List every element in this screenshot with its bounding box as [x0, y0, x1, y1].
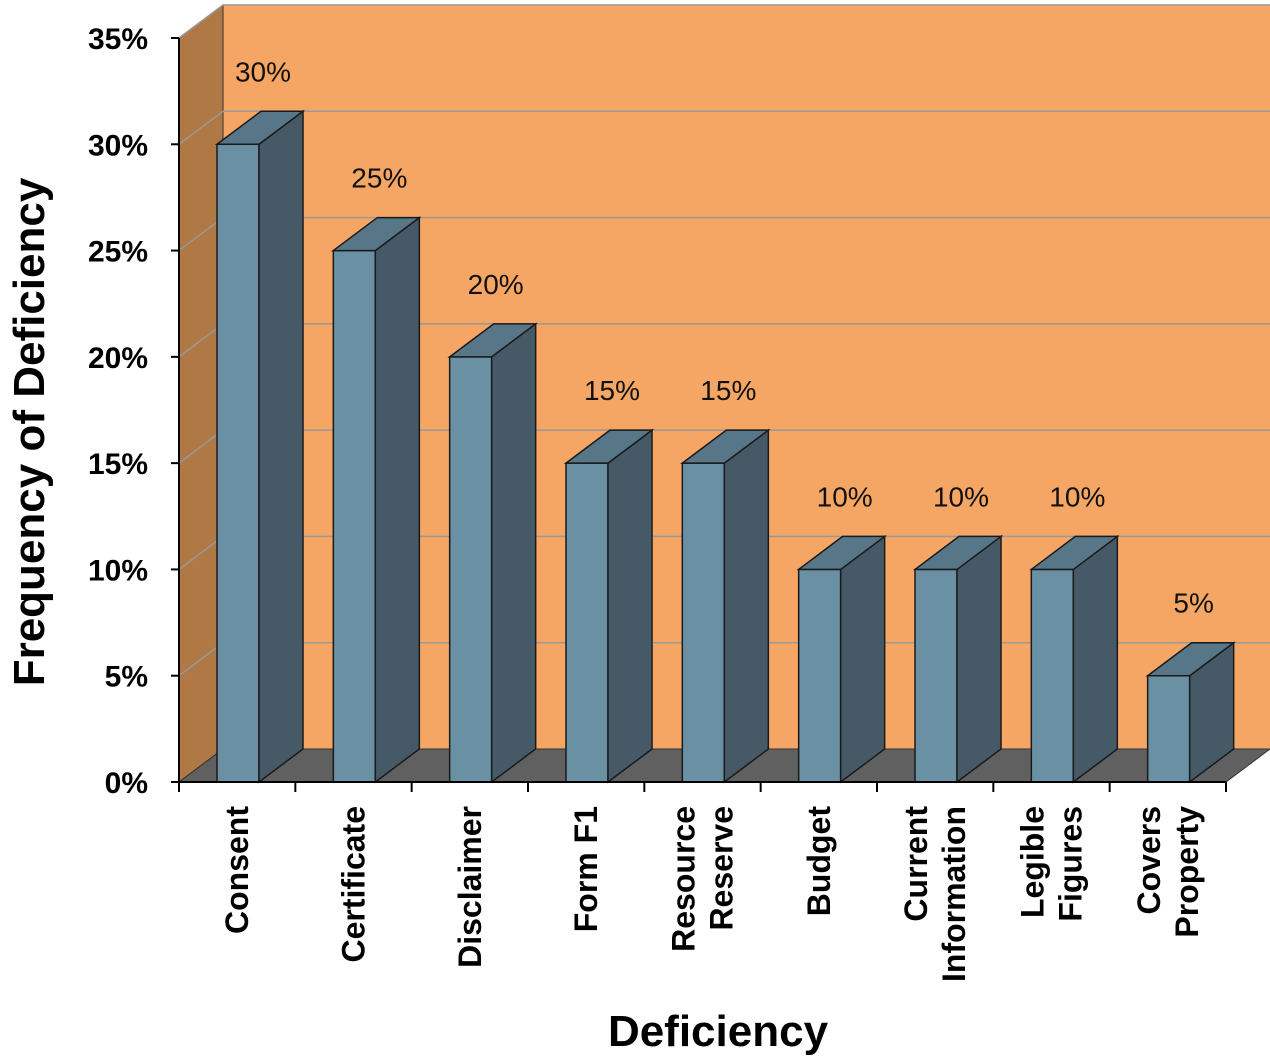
x-tick-label: Resource — [666, 806, 702, 952]
bar-8 — [1145, 641, 1236, 784]
bar-2 — [447, 322, 538, 784]
y-tick-label: 10% — [88, 554, 148, 587]
bar-7 — [1029, 534, 1120, 784]
bar-top — [912, 535, 1004, 571]
data-label: 10% — [933, 481, 989, 512]
y-tick-label: 35% — [88, 23, 148, 56]
gridline-side — [178, 4, 224, 39]
bar-6 — [912, 534, 1004, 784]
bar-0 — [214, 109, 306, 784]
bar-top — [214, 110, 306, 146]
data-label: 10% — [817, 481, 873, 512]
gridline-side — [178, 642, 224, 677]
bar-front — [797, 568, 842, 783]
data-label: 10% — [1049, 481, 1105, 512]
x-tick-label: Reserve — [704, 806, 740, 931]
x-tick-label: Figures — [1053, 806, 1089, 922]
x-tick-label: Certificate — [336, 806, 372, 963]
bar-front — [914, 568, 958, 783]
bar-top — [447, 323, 538, 358]
bar-front — [332, 249, 377, 783]
y-tick-label: 15% — [88, 448, 148, 481]
bar-5 — [796, 534, 887, 784]
bar-3 — [563, 428, 655, 784]
bar-front — [681, 462, 726, 783]
x-tick-label: Consent — [219, 806, 255, 934]
bar-top — [563, 429, 655, 464]
bars — [214, 109, 1236, 784]
x-tick-label: Covers — [1131, 806, 1167, 915]
gridline-side — [178, 535, 224, 571]
bar-side — [1072, 534, 1119, 784]
bar-4 — [680, 428, 771, 784]
y-tick-label: 20% — [88, 342, 148, 375]
bar-side — [490, 322, 537, 784]
bar-top — [1145, 641, 1236, 677]
y-axis-title: Frequency of Deficiency — [5, 177, 54, 686]
bar-side — [607, 428, 653, 784]
x-tick-label: Form F1 — [568, 806, 604, 932]
bar-side — [839, 534, 886, 784]
y-tick-label: 5% — [105, 661, 148, 694]
axes — [171, 37, 1227, 792]
bar-top — [680, 429, 771, 464]
x-tick-label: Legible — [1015, 806, 1051, 918]
bar-side — [258, 109, 304, 784]
data-label: 5% — [1173, 588, 1213, 619]
data-label: 25% — [351, 163, 407, 194]
bar-front — [1030, 568, 1075, 783]
data-label: 20% — [468, 269, 524, 300]
data-label: 15% — [584, 375, 640, 406]
gridline-side — [178, 429, 224, 464]
data-label: 30% — [235, 56, 291, 87]
x-tick-label: Property — [1169, 806, 1205, 938]
bar-side — [723, 428, 770, 784]
x-tick-label: Current — [898, 806, 934, 922]
bar-side — [956, 534, 1002, 784]
bar-side — [374, 216, 421, 784]
bar-front — [448, 356, 493, 783]
x-tick-label: Disclaimer — [452, 806, 488, 968]
bar-1 — [331, 216, 422, 784]
bar-top — [331, 216, 422, 252]
y-tick-label: 25% — [88, 236, 148, 269]
bar-front — [216, 143, 260, 783]
x-tick-label: Information — [936, 806, 972, 982]
bar-top — [796, 535, 887, 571]
gridline-side — [178, 323, 224, 358]
x-tick-label: Budget — [801, 806, 837, 917]
bar-top — [1029, 535, 1120, 571]
labels: 0% 5% 10% 15% 20% 25% 30% 35% 30% Consent 25% Certi… — [88, 23, 1214, 982]
gridline-side — [178, 110, 224, 145]
y-tick-label: 30% — [88, 129, 148, 162]
y-tick-label: 0% — [105, 767, 148, 800]
gridline-side — [178, 216, 224, 252]
bar-front — [565, 462, 609, 783]
data-label: 15% — [700, 375, 756, 406]
bar-front — [1146, 674, 1191, 783]
x-axis-title: Deficiency — [608, 1007, 829, 1056]
